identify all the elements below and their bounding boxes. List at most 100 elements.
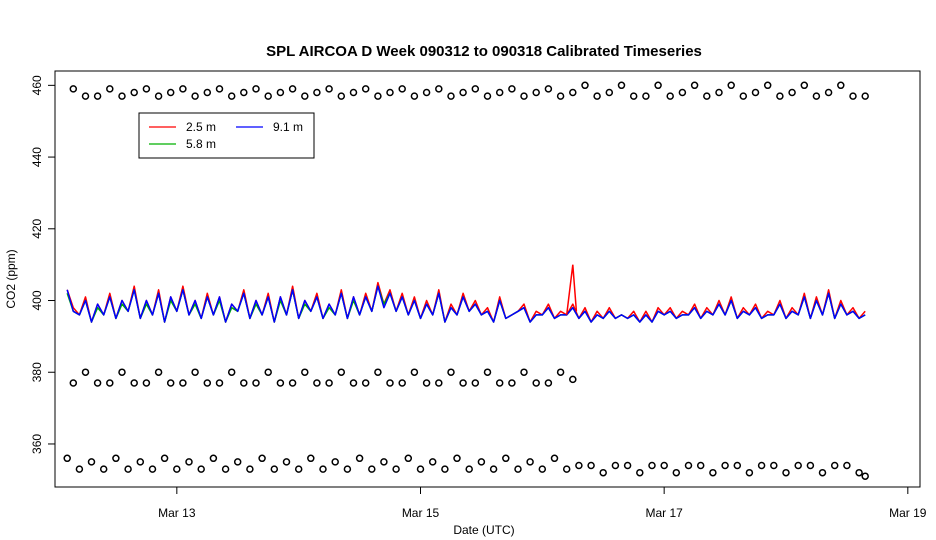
calibration-point bbox=[258, 454, 266, 463]
calibration-point bbox=[855, 468, 863, 477]
calibration-point bbox=[611, 461, 620, 470]
calibration-point bbox=[185, 458, 193, 466]
calibration-point bbox=[69, 379, 78, 387]
calibration-point bbox=[526, 458, 534, 466]
calibration-point bbox=[587, 461, 595, 470]
calibration-point bbox=[166, 379, 175, 387]
calibration-point bbox=[386, 379, 394, 387]
calibration-point bbox=[221, 465, 230, 473]
calibration-point bbox=[264, 92, 272, 100]
calibration-point bbox=[233, 458, 242, 466]
calibration-point bbox=[435, 379, 443, 387]
calibration-point bbox=[830, 461, 839, 470]
calibration-point bbox=[483, 92, 492, 100]
calibration-point bbox=[270, 465, 279, 473]
y-axis: 360 380 400 420 440 460 bbox=[30, 75, 55, 454]
calibration-point bbox=[745, 468, 754, 477]
calibration-point bbox=[447, 92, 455, 100]
calibration-point bbox=[398, 85, 406, 93]
calibration-point bbox=[142, 85, 151, 93]
calibration-point bbox=[81, 368, 90, 376]
calibration-point bbox=[422, 88, 431, 97]
calibration-point bbox=[715, 88, 723, 97]
calibration-point bbox=[142, 379, 151, 387]
calibration-point bbox=[264, 368, 272, 376]
calibration-point bbox=[569, 375, 577, 384]
calibration-point bbox=[776, 92, 784, 100]
calibration-point bbox=[520, 92, 528, 100]
calibration-point bbox=[642, 92, 650, 100]
calibration-point bbox=[343, 465, 352, 473]
calibration-point bbox=[471, 85, 480, 93]
calibration-point bbox=[179, 85, 187, 93]
plot-area bbox=[54, 70, 921, 488]
calibration-point bbox=[843, 461, 851, 470]
calibration-point bbox=[240, 88, 248, 97]
calibration-point bbox=[301, 92, 309, 100]
y-tick-label: 360 bbox=[30, 434, 44, 454]
calibration-point bbox=[459, 379, 467, 387]
legend-label-2-5m: 2.5 m bbox=[186, 120, 216, 134]
calibration-point bbox=[770, 461, 778, 470]
y-axis-label: CO2 (ppm) bbox=[4, 249, 18, 308]
calibration-point bbox=[428, 458, 437, 466]
calibration-point bbox=[593, 92, 601, 100]
calibration-point bbox=[75, 465, 84, 473]
calibration-point bbox=[483, 368, 492, 376]
legend: 2.5 m 5.8 m 9.1 m bbox=[138, 112, 315, 159]
calibration-point bbox=[861, 472, 869, 480]
calibration-point bbox=[288, 379, 297, 387]
calibration-point bbox=[361, 85, 370, 93]
calibration-point bbox=[380, 458, 388, 466]
calibration-point bbox=[246, 465, 254, 473]
calibration-point bbox=[733, 461, 742, 470]
calibration-point bbox=[459, 88, 467, 97]
series-line-9-1-m bbox=[66, 285, 866, 323]
calibration-point bbox=[63, 454, 71, 463]
calibration-point bbox=[690, 81, 699, 90]
calibration-point bbox=[660, 461, 668, 470]
calibration-point bbox=[800, 81, 809, 90]
calibration-point bbox=[227, 368, 236, 376]
calibration-point bbox=[581, 81, 589, 90]
calibration-point bbox=[514, 465, 522, 473]
calibration-point bbox=[313, 88, 321, 97]
x-tick-label: Mar 17 bbox=[645, 506, 683, 520]
calibration-point bbox=[197, 465, 205, 473]
calibration-point bbox=[599, 468, 607, 477]
calibration-point bbox=[307, 454, 315, 463]
calibration-point bbox=[532, 379, 540, 387]
calibration-point bbox=[508, 379, 516, 387]
calibration-point bbox=[410, 368, 419, 376]
calibration-point bbox=[763, 81, 772, 90]
calibration-point bbox=[288, 85, 297, 93]
series-layer bbox=[66, 264, 866, 323]
calibration-point bbox=[130, 88, 138, 97]
x-tick-label: Mar 13 bbox=[158, 506, 196, 520]
calibration-point bbox=[806, 461, 815, 470]
calibration-point bbox=[562, 465, 571, 473]
calibration-point bbox=[709, 468, 717, 477]
calibration-point bbox=[349, 379, 358, 387]
calibration-point bbox=[605, 88, 614, 97]
calibration-point bbox=[148, 465, 157, 473]
calibration-point bbox=[124, 465, 132, 473]
calibration-point bbox=[757, 461, 766, 470]
calibration-point bbox=[441, 465, 449, 473]
calibration-point bbox=[69, 85, 78, 93]
calibration-point bbox=[361, 379, 370, 387]
x-axis: Mar 13 Mar 15 Mar 17 Mar 19 bbox=[158, 487, 927, 520]
calibration-point bbox=[837, 81, 845, 90]
calibration-point bbox=[398, 379, 406, 387]
calibration-point bbox=[203, 88, 212, 97]
calibration-point bbox=[636, 468, 644, 477]
calibration-point bbox=[136, 458, 145, 466]
calibration-point bbox=[337, 368, 346, 376]
x-tick-label: Mar 19 bbox=[889, 506, 927, 520]
calibration-point bbox=[453, 454, 461, 463]
calibration-point bbox=[301, 368, 309, 376]
calibration-point bbox=[191, 368, 199, 376]
calibration-point bbox=[824, 88, 833, 97]
calibration-point bbox=[319, 465, 327, 473]
